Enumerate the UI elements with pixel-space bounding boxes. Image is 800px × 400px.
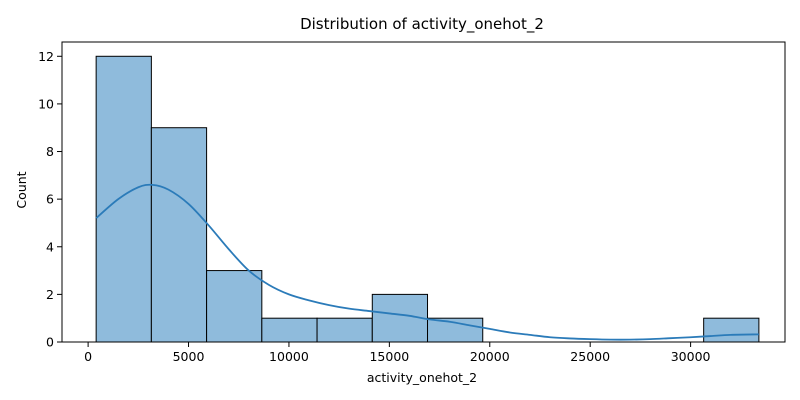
histogram-bar-1: [95, 55, 152, 343]
x-tick-label: 25000: [570, 349, 610, 364]
x-tick-label: 5000: [173, 349, 205, 364]
y-tick-label: 10: [38, 96, 54, 111]
histogram-bar-4: [261, 317, 318, 343]
y-tick-label: 12: [38, 49, 54, 64]
x-tick-label: 0: [84, 349, 92, 364]
histogram-bar-2: [150, 127, 208, 343]
kde-curve: [95, 183, 759, 341]
plot-area-frame: [61, 41, 786, 343]
histogram-bars: [95, 55, 760, 343]
x-tick-label: 10000: [269, 349, 309, 364]
y-tick-label: 8: [46, 144, 54, 159]
y-tick-label: 6: [46, 192, 54, 207]
histogram-bar-12: [703, 317, 760, 343]
y-tick-label: 0: [46, 335, 54, 350]
histogram-bar-5: [316, 317, 373, 343]
x-tick-label: 20000: [470, 349, 510, 364]
x-axis-label: activity_onehot_2: [367, 370, 477, 385]
y-axis-ticks: 0 2 4 6 8 10 12: [38, 49, 62, 350]
x-tick-label: 30000: [671, 349, 711, 364]
chart-title: Distribution of activity_onehot_2: [300, 15, 544, 34]
histogram-bar-3: [206, 270, 263, 343]
y-tick-label: 2: [46, 287, 54, 302]
x-tick-label: 15000: [369, 349, 409, 364]
y-axis-label: Count: [14, 171, 29, 208]
y-tick-label: 4: [46, 239, 54, 254]
x-axis-ticks: 0 5000 10000 15000 20000 25000 30000: [84, 342, 711, 364]
